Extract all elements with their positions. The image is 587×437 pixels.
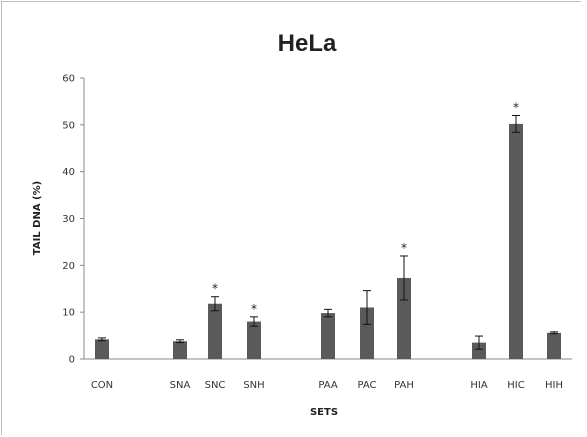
y-tick-label: 30 [62, 214, 75, 225]
y-axis: 0 10 20 30 40 50 60 [62, 74, 85, 366]
significance-marker: * [251, 302, 257, 316]
bar [173, 341, 187, 359]
x-tick-label: SNH [243, 380, 264, 391]
bar [397, 277, 411, 359]
bars-group: * * * * [95, 100, 561, 359]
x-tick-label: CON [91, 380, 113, 391]
significance-marker: * [513, 100, 519, 114]
x-tick-label: HIH [545, 380, 563, 391]
bar [208, 303, 222, 359]
x-tick-label: HIC [507, 380, 524, 391]
bar [95, 339, 109, 359]
significance-marker: * [401, 241, 407, 255]
bar [247, 321, 261, 359]
y-tick-label: 50 [62, 120, 75, 131]
x-tick-label: HIA [470, 380, 487, 391]
y-tick-label: 10 [62, 308, 75, 319]
bar [547, 332, 561, 359]
bar [472, 342, 486, 359]
y-axis-title: TAIL DNA (%) [32, 181, 43, 255]
y-tick-label: 40 [62, 167, 75, 178]
x-tick-label: PAC [357, 380, 376, 391]
y-tick-label: 20 [62, 261, 75, 272]
x-tick-label: SNC [205, 380, 226, 391]
y-tick-label: 0 [69, 355, 75, 366]
bar [321, 313, 335, 359]
x-axis: CON SNA SNC SNH PAA PAC PAH HIA HIC HIH [84, 358, 572, 391]
chart-title: HeLa [278, 30, 337, 57]
significance-marker: * [212, 282, 218, 296]
bar [509, 123, 523, 359]
x-tick-label: PAH [394, 380, 414, 391]
y-tick-label: 60 [62, 74, 75, 85]
x-axis-title: SETS [310, 407, 338, 418]
x-tick-label: SNA [170, 380, 191, 391]
bar [360, 307, 374, 359]
x-tick-label: PAA [318, 380, 338, 391]
